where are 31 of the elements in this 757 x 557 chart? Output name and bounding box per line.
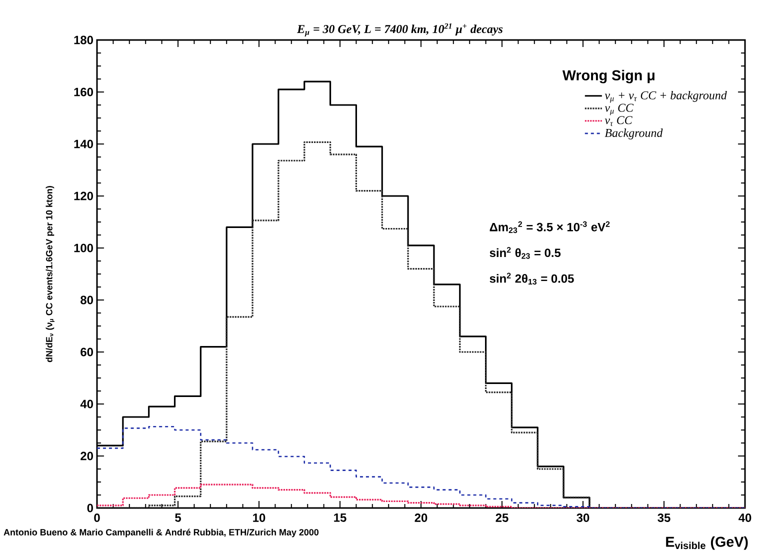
y-tick-label: 80 [80,296,93,304]
annotation: sin$^{2}$ 2θ$_{13}$ = 0.05 [490,272,574,285]
chart-title: E$_{μ}$ = 30 GeV, L = 7400 km, 10$^{21}$ μ$^{+}$ decays [296,23,503,36]
legend-label: ν$_{μ}$ CC [604,104,634,116]
legend-title: Wrong Sign μ [562,70,654,84]
legend-label: ν$_{τ}$ CC [604,116,632,126]
x-tick-label: 10 [253,514,266,522]
annotation: sin$^{2}$ θ$_{23}$ = 0.5 [490,247,561,259]
y-tick-label: 100 [74,244,93,252]
x-tick-label: 35 [658,514,670,522]
y-tick-label: 40 [80,400,93,408]
y-tick-label: 0 [87,504,93,512]
y-tick-label: 180 [74,36,93,44]
legend-label: Background [604,128,663,140]
text: Antonio Bueno & Mario Campanelli & André Rubbia, ETH/Zurich May 2000 [4,528,319,538]
y-axis-title: dN/dE$_{ν}$ (ν$_{μ}$ CC events/1.6GeV per 10 kton) [46,186,54,362]
y-tick-label: 20 [80,452,93,460]
annotation: Δm$_{23}$$^{2}$ = 3.5 × 10$^{-3}$ eV$^{2}$ [490,221,610,234]
y-tick-label: 140 [74,140,93,148]
x-tick-label: 15 [334,514,346,522]
x-tick-label: 5 [175,514,181,522]
x-tick-label: 40 [738,514,752,522]
y-tick-label: 160 [74,88,93,96]
x-tick-label: 30 [576,514,590,522]
y-tick-label: 120 [74,192,93,200]
legend-label: ν$_{μ}$ + ν$_{τ}$ CC + background [604,90,727,103]
y-tick-label: 60 [80,348,93,356]
x-tick-label: 20 [414,514,428,522]
x-axis-title: E$_{visible}$ (GeV) [666,536,748,550]
x-tick-label: 0 [94,514,100,522]
x-tick-label: 25 [496,514,508,522]
